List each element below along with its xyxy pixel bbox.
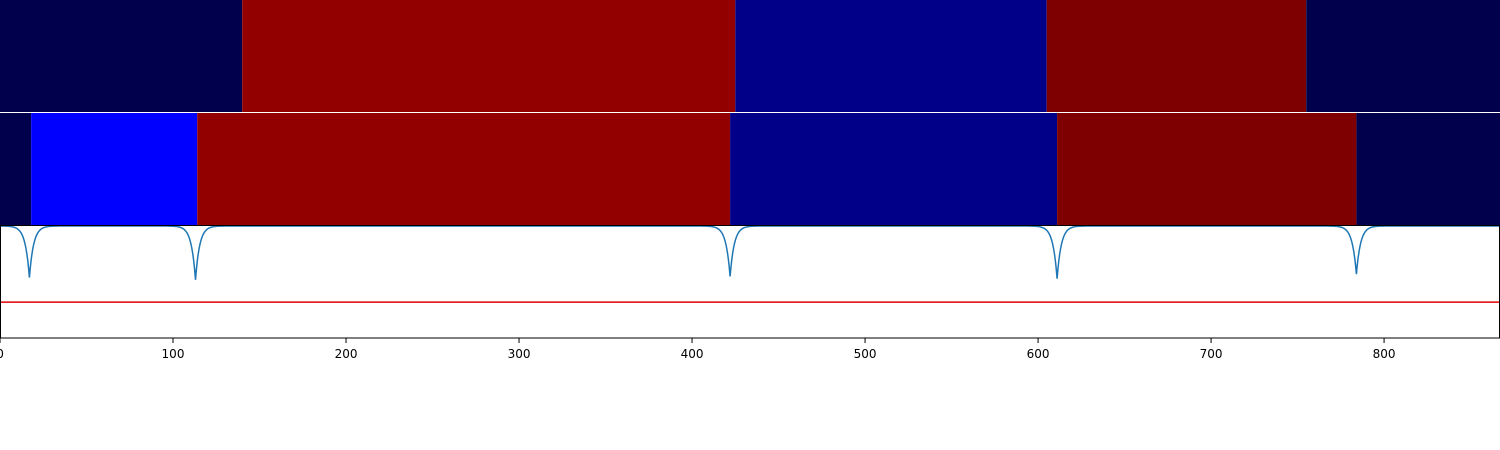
segment-top-4 (1046, 0, 1307, 112)
x-tick-label: 700 (1200, 347, 1223, 361)
top-segment-panel (0, 0, 1500, 112)
x-tick-label: 300 (508, 347, 531, 361)
segment-middle-3 (197, 113, 731, 226)
segment-top-2 (242, 0, 736, 112)
x-tick-label: 100 (162, 347, 185, 361)
segment-top-1 (0, 0, 243, 112)
segment-top-5 (1306, 0, 1500, 112)
middle-segment-panel (0, 113, 1500, 226)
boundary-score-panel (0, 225, 1500, 338)
x-tick-label: 200 (335, 347, 358, 361)
x-tick-label: 800 (1373, 347, 1396, 361)
segment-middle-6 (1356, 113, 1500, 226)
x-tick-label: 600 (1027, 347, 1050, 361)
segment-middle-5 (1057, 113, 1357, 226)
segment-middle-2 (31, 113, 198, 226)
x-axis: 0 100 200 300 400 500 600 700 800 (0, 338, 1396, 361)
segment-top-3 (735, 0, 1047, 112)
line-panel-background (0, 226, 1500, 338)
x-tick-label: 500 (854, 347, 877, 361)
segment-middle-1 (0, 113, 32, 226)
x-tick-label: 0 (0, 347, 4, 361)
x-tick-label: 400 (681, 347, 704, 361)
segment-middle-4 (730, 113, 1058, 226)
